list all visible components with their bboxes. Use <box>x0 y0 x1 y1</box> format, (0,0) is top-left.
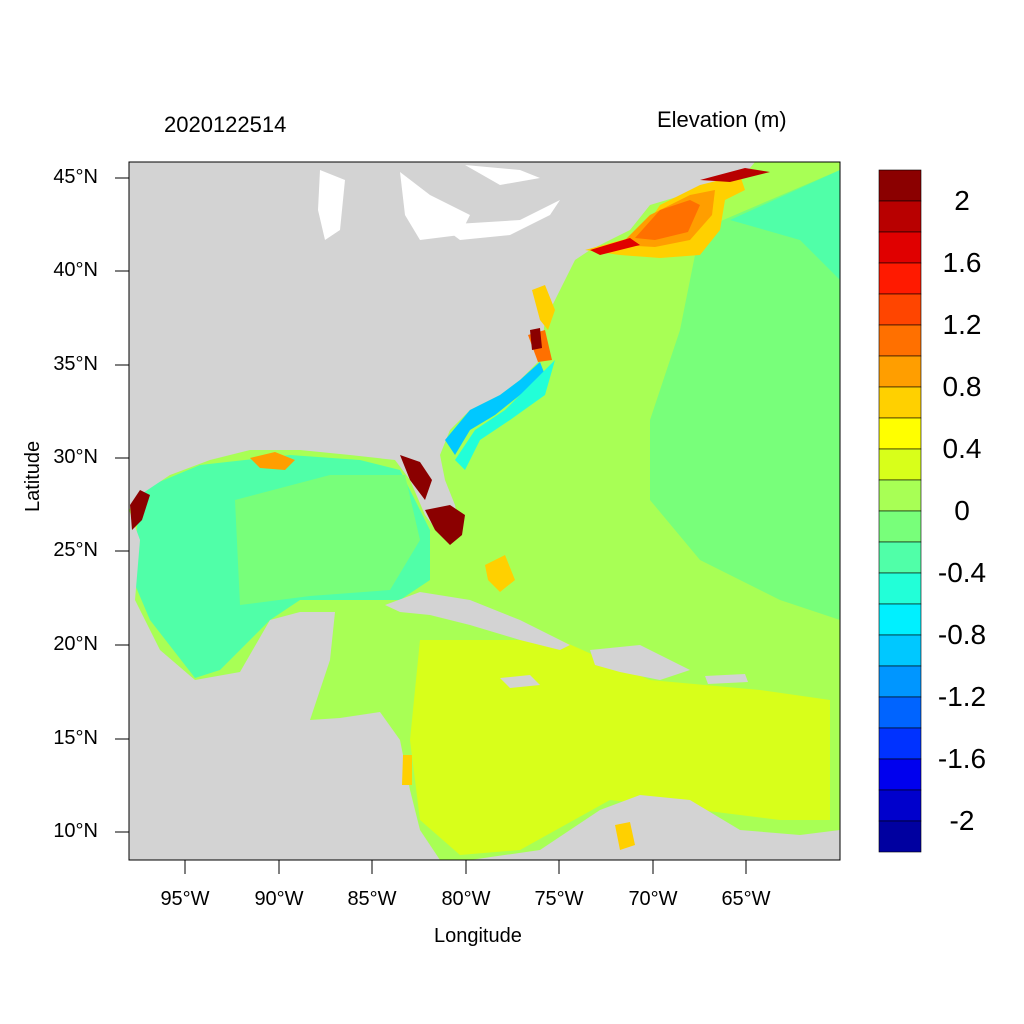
colorbar-swatch <box>878 200 922 233</box>
lat-tick-label: 35°N <box>53 353 98 375</box>
colorbar-swatch <box>878 820 922 853</box>
map-panel <box>128 161 841 861</box>
colorbar-swatch <box>878 727 922 760</box>
colorbar-swatch <box>878 293 922 326</box>
lon-tick-marks <box>184 860 747 874</box>
surge-florida-gulf-coast <box>400 455 432 500</box>
colorbar-label: 2 <box>954 185 970 216</box>
atlantic-northeast-field <box>730 170 840 280</box>
colorbar-swatch <box>878 262 922 295</box>
colorbar-swatch <box>878 448 922 481</box>
surge-south-florida <box>425 505 465 545</box>
surge-nicaragua-coast <box>402 755 412 785</box>
lat-tick-label: 20°N <box>53 633 98 655</box>
surge-gulf-of-maine-inner <box>635 200 700 240</box>
timestamp-label: 2020122514 <box>164 112 287 137</box>
surge-pamlico-core <box>530 328 542 350</box>
surge-texas-coast <box>130 490 150 530</box>
land-central-america <box>129 510 440 860</box>
lat-tick-label: 15°N <box>53 727 98 749</box>
colorbar-swatch <box>878 231 922 264</box>
colorbar-label: 1.6 <box>942 247 982 278</box>
lat-tick-label: 40°N <box>53 259 98 281</box>
lat-tick-label: 10°N <box>53 820 98 842</box>
colorbar-swatch <box>878 510 922 543</box>
colorbar-swatch <box>878 696 922 729</box>
colorbar-label: -2 <box>949 805 975 836</box>
colorbar-swatch <box>878 324 922 357</box>
surge-lake-maracaibo <box>615 822 635 850</box>
lon-tick-label: 70°W <box>628 888 678 910</box>
colorbar-swatch <box>878 355 922 388</box>
colorbar-label: 0 <box>954 495 970 526</box>
colorbar-swatch <box>878 386 922 419</box>
surge-louisiana-coast <box>250 452 295 470</box>
colorbar-swatch <box>878 665 922 698</box>
variable-label: Elevation (m) <box>657 107 787 132</box>
surge-long-island-sound <box>590 238 640 255</box>
colorbar-label: -0.4 <box>937 557 987 588</box>
lat-tick-label: 45°N <box>53 166 98 188</box>
colorbar-swatch <box>878 789 922 822</box>
lon-tick-label: 80°W <box>441 888 491 910</box>
lon-tick-label: 95°W <box>160 888 210 910</box>
colorbar-swatch <box>878 169 922 202</box>
lowwater-southeast-coast-outer <box>455 360 555 470</box>
colorbar-swatch <box>878 634 922 667</box>
colorbar-swatch <box>878 572 922 605</box>
surge-maine-coast <box>700 168 770 182</box>
map-border <box>128 161 841 861</box>
lon-tick-label: 75°W <box>534 888 584 910</box>
lon-tick-label: 65°W <box>721 888 771 910</box>
lat-tick-label: 25°N <box>53 539 98 561</box>
colorbar-label: 0.8 <box>942 371 982 402</box>
colorbar-swatch <box>878 603 922 636</box>
great-lakes <box>318 165 560 240</box>
colorbar-label: -1.6 <box>937 743 987 774</box>
lon-tick-label: 90°W <box>254 888 304 910</box>
colorbar <box>878 169 922 853</box>
colorbar-label: 1.2 <box>942 309 982 340</box>
land-cuba <box>385 592 570 650</box>
lon-tick-label: 85°W <box>347 888 397 910</box>
atlantic-east-field <box>650 170 840 620</box>
surge-chesapeake <box>532 285 555 330</box>
colorbar-swatch <box>878 758 922 791</box>
colorbar-swatch <box>878 479 922 512</box>
gulf-central-field <box>235 475 420 605</box>
caribbean-field <box>410 640 830 855</box>
land-north-america <box>129 162 755 535</box>
land-jamaica <box>500 675 540 688</box>
colorbar-label: -0.8 <box>937 619 987 650</box>
lowwater-southeast-coast <box>445 362 545 455</box>
colorbar-swatch <box>878 417 922 450</box>
x-axis-label: Longitude <box>434 925 522 947</box>
land-south-america <box>470 795 840 860</box>
land-puerto-rico <box>705 674 748 684</box>
lat-tick-marks <box>115 177 129 833</box>
colorbar-label: -1.2 <box>937 681 987 712</box>
colorbar-label: 0.4 <box>942 433 982 464</box>
surge-bahamas <box>485 555 515 592</box>
land-hispaniola <box>590 645 690 680</box>
colorbar-swatch <box>878 541 922 574</box>
lat-tick-label: 30°N <box>53 446 98 468</box>
